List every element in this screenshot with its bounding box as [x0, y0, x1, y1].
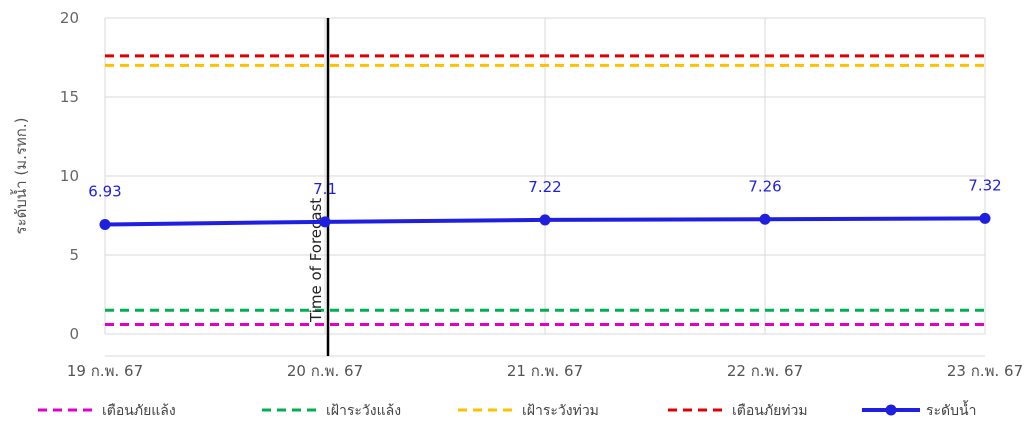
data-label: 7.32	[968, 176, 1001, 194]
data-label: 7.26	[748, 177, 781, 195]
legend-label: ระดับน้ำ	[926, 400, 976, 419]
water-level-point	[759, 213, 771, 225]
data-label: 7.22	[528, 178, 561, 196]
water-level-point	[979, 212, 991, 224]
x-tick-label: 22 ก.พ. 67	[727, 362, 803, 380]
x-tick-label: 23 ก.พ. 67	[947, 362, 1023, 380]
legend-label: เตือนภัยแล้ง	[102, 403, 176, 419]
x-tick-label: 21 ก.พ. 67	[507, 362, 583, 380]
y-tick-label: 10	[60, 167, 79, 185]
water-level-point	[99, 219, 111, 231]
x-tick-label: 20 ก.พ. 67	[287, 362, 363, 380]
y-tick-label: 5	[69, 246, 79, 264]
legend-marker-4	[885, 404, 897, 416]
forecast-marker-label: Time of Forecast	[307, 198, 325, 323]
water-level-point	[539, 214, 551, 226]
y-tick-label: 0	[69, 325, 79, 343]
y-tick-label: 15	[60, 88, 79, 106]
data-label: 7.1	[313, 180, 337, 198]
legend-label: เฝ้าระวังแล้ง	[326, 403, 401, 419]
data-label: 6.93	[88, 183, 121, 201]
x-tick-label: 19 ก.พ. 67	[67, 362, 143, 380]
y-axis-title: ระดับน้ำ (ม.รทก.)	[10, 118, 30, 235]
water-level-point	[319, 216, 331, 228]
y-tick-label: 20	[60, 9, 79, 27]
legend-label: เตือนภัยท่วม	[732, 403, 808, 419]
legend-label: เฝ้าระวังท่วม	[522, 403, 599, 419]
